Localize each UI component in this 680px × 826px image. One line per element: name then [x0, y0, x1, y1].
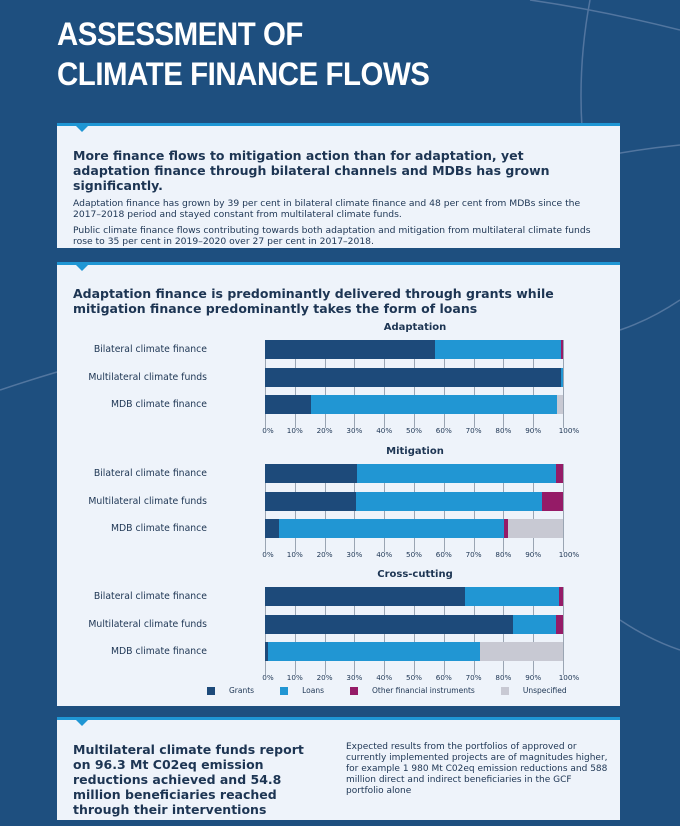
bar-segment-other-financial-instruments — [561, 340, 563, 359]
tick-label: 30% — [346, 673, 363, 682]
bar-segment-unspecified — [507, 519, 563, 538]
bar-segment-loans — [310, 395, 558, 414]
bar-segment-grants — [265, 491, 356, 511]
chart-title: Adaptation — [383, 322, 447, 333]
chart-panel: Adaptation finance is predominantly deli… — [57, 262, 620, 706]
legend-swatch — [350, 686, 358, 695]
summary-paragraph: Adaptation finance has grown by 39 per c… — [73, 198, 581, 220]
tick-label: 50% — [406, 550, 422, 559]
bar-segment-other-financial-instruments — [555, 614, 563, 634]
category-label: Bilateral climate finance — [93, 344, 207, 355]
tick-label: 40% — [376, 673, 393, 682]
bar-segment-grants — [265, 587, 465, 606]
category-label: Bilateral climate finance — [93, 468, 207, 479]
legend-label: Loans — [302, 686, 324, 695]
bar-segment-loans — [464, 587, 560, 606]
bar-segment-loans — [279, 519, 504, 538]
bar-segment-grants — [265, 367, 562, 387]
category-label: Multilateral climate funds — [88, 371, 207, 383]
title-line-2: CLIMATE FINANCE FLOWS — [57, 56, 430, 92]
bar-segment-unspecified — [557, 395, 563, 414]
tick-label: 80% — [495, 550, 512, 559]
tick-label: 60% — [435, 550, 452, 559]
legend: Grants Loans Other financial instruments Un… — [207, 686, 593, 695]
legend-label: Unspecified — [522, 686, 567, 695]
tick-label: 60% — [435, 426, 452, 435]
bar-segment-grants — [265, 464, 358, 483]
bar-segment-loans — [434, 340, 562, 359]
tick-label: 60% — [435, 673, 452, 682]
results-text: Expected results from the portfolios of … — [346, 742, 608, 796]
title-line-1: ASSESSMENT OF — [57, 16, 303, 52]
bar-segment-grants — [265, 519, 279, 538]
tick-label: 80% — [495, 426, 512, 435]
chart-title: Mitigation — [386, 446, 444, 457]
tick-label: 100% — [558, 426, 580, 435]
tick-label: 10% — [286, 426, 303, 435]
tick-label: 70% — [465, 673, 482, 682]
page-title: ASSESSMENT OF CLIMATE FINANCE FLOWS — [57, 14, 430, 94]
bar-segment-grants — [265, 340, 435, 359]
bar-segment-other-financial-instruments — [503, 519, 508, 538]
bar-segment-unspecified — [480, 642, 563, 661]
notch-marker — [75, 719, 89, 726]
bar-segment-loans — [512, 614, 556, 634]
tick-label: 10% — [286, 550, 303, 559]
chart-panel-heading: Adaptation finance is predominantly deli… — [73, 286, 554, 316]
gridline — [563, 340, 564, 428]
tick-label: 70% — [465, 550, 482, 559]
category-label: Multilateral climate funds — [88, 495, 207, 507]
results-heading: Multilateral climate funds report on 96.… — [73, 742, 304, 817]
tick-label: 50% — [406, 673, 422, 682]
legend-label: Grants — [229, 686, 255, 695]
summary-panel: More finance flows to mitigation action … — [57, 123, 620, 248]
summary-paragraph: Public climate finance flows contributin… — [73, 225, 591, 247]
gridline — [563, 587, 564, 675]
bar-segment-loans — [267, 642, 481, 661]
tick-label: 50% — [406, 426, 422, 435]
tick-label: 0% — [262, 673, 274, 682]
tick-label: 20% — [316, 673, 333, 682]
tick-label: 80% — [495, 673, 512, 682]
bar-segment-grants — [265, 614, 513, 634]
bar-segment-grants — [265, 395, 311, 414]
tick-label: 0% — [262, 426, 274, 435]
bar-segment-loans — [561, 367, 563, 387]
legend-swatch — [280, 686, 289, 695]
summary-heading: More finance flows to mitigation action … — [73, 148, 550, 193]
tick-label: 20% — [316, 550, 333, 559]
notch-marker — [75, 264, 89, 271]
tick-label: 70% — [465, 426, 482, 435]
notch-marker — [75, 125, 89, 132]
bar-segment-loans — [355, 491, 542, 511]
category-label: Multilateral climate funds — [88, 618, 207, 630]
bar-segment-other-financial-instruments — [555, 464, 563, 483]
tick-label: 90% — [525, 426, 542, 435]
tick-label: 40% — [376, 550, 393, 559]
tick-label: 30% — [346, 550, 363, 559]
bar-segment-other-financial-instruments — [559, 587, 563, 606]
category-label: Bilateral climate finance — [93, 591, 207, 602]
category-label: MDB climate finance — [110, 523, 207, 534]
tick-label: 30% — [346, 426, 363, 435]
chart-title: Cross-cutting — [377, 569, 453, 580]
tick-label: 100% — [558, 673, 580, 682]
gridline — [563, 464, 564, 552]
bar-segment-grants — [265, 642, 268, 661]
legend-swatch — [207, 686, 215, 695]
tick-label: 20% — [316, 426, 333, 435]
tick-label: 0% — [262, 550, 274, 559]
category-label: MDB climate finance — [110, 646, 207, 657]
bar-segment-other-financial-instruments — [541, 491, 563, 511]
tick-label: 10% — [286, 673, 303, 682]
tick-label: 100% — [558, 550, 580, 559]
legend-label: Other financial instruments — [372, 686, 475, 695]
legend-swatch — [500, 686, 509, 695]
results-panel: Multilateral climate funds report on 96.… — [57, 717, 620, 820]
bar-segment-loans — [357, 464, 556, 483]
category-label: MDB climate finance — [110, 399, 207, 410]
tick-label: 40% — [376, 426, 393, 435]
tick-label: 90% — [525, 673, 542, 682]
tick-label: 90% — [525, 550, 542, 559]
